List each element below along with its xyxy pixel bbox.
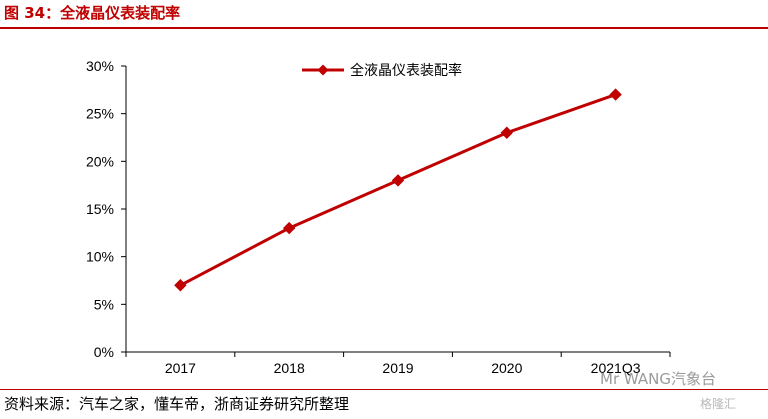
y-tick-label: 0% [94, 344, 114, 360]
y-tick-label: 15% [86, 201, 114, 217]
watermark-text: Mr WANG汽象台 [600, 370, 716, 388]
x-tick-label: 2018 [274, 360, 305, 376]
x-tick-label: 2021Q3 [591, 360, 641, 376]
data-point-marker [609, 88, 622, 101]
data-point-marker [391, 174, 405, 187]
x-tick-label: 2017 [165, 360, 196, 376]
x-tick-label: 2019 [382, 360, 413, 376]
chart-axes: 0% 5% 10% 15% 20% 25% 30% 2017 2018 2019 2020 2021Q… [86, 58, 671, 376]
y-tick-label: 25% [86, 106, 114, 122]
series-line [179, 93, 617, 287]
y-tick-label: 10% [86, 249, 114, 265]
legend-label: 全液晶仪表装配率 [350, 62, 462, 79]
title-divider [0, 27, 768, 29]
figure-title: 图 34：全液晶仪表装配率 [4, 4, 181, 22]
x-tick-label: 2020 [491, 360, 522, 376]
data-point-marker [174, 279, 187, 292]
chart-legend: 全液晶仪表装配率 [302, 62, 462, 79]
data-point-marker [500, 126, 514, 139]
y-tick-label: 20% [86, 153, 114, 169]
data-point-marker [282, 221, 296, 235]
chart-series [174, 88, 622, 292]
y-tick-label: 30% [86, 58, 114, 74]
legend-marker [317, 64, 329, 76]
bottom-divider [0, 389, 768, 390]
source-note: 资料来源：汽车之家，懂车帝，浙商证券研究所整理 [4, 395, 350, 413]
y-tick-label: 5% [94, 296, 114, 312]
watermark-logo-text: 格隆汇 [700, 397, 737, 411]
